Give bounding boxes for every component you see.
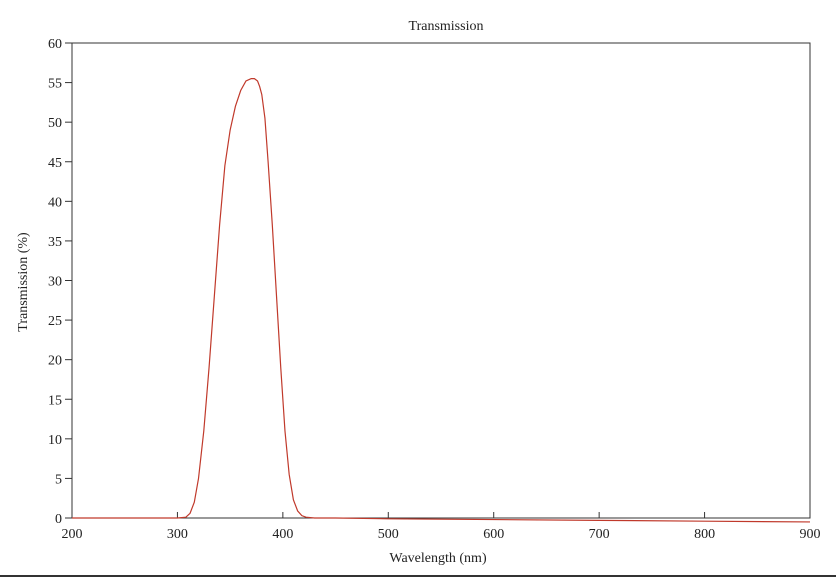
- transmission-series-line: [72, 78, 811, 523]
- x-axis-ticks: 200 300 400 500 600 700 800 900: [62, 512, 821, 542]
- y-axis-ticks: 0 5 10 15 20 25 30 35 40 45 50 55 60: [48, 37, 72, 527]
- y-tick-label: 15: [48, 393, 62, 408]
- y-tick-label: 25: [48, 314, 62, 329]
- page-bottom-rule: [0, 575, 836, 577]
- y-tick-label: 40: [48, 195, 62, 210]
- y-tick-label: 50: [48, 116, 62, 131]
- y-tick-label: 35: [48, 235, 62, 250]
- x-tick-label: 600: [483, 527, 504, 542]
- x-tick-label: 800: [694, 527, 715, 542]
- y-tick-label: 55: [48, 77, 62, 92]
- y-tick-label: 10: [48, 433, 62, 448]
- y-tick-label: 45: [48, 156, 62, 171]
- x-axis-title: Wavelength (nm): [389, 551, 487, 566]
- plot-frame: [71, 42, 811, 519]
- x-tick-label: 300: [167, 527, 188, 542]
- y-tick-label: 60: [48, 37, 62, 52]
- y-tick-label: 30: [48, 275, 62, 290]
- x-tick-label: 400: [272, 527, 293, 542]
- x-tick-label: 500: [378, 527, 399, 542]
- y-tick-label: 20: [48, 354, 62, 369]
- y-tick-label: 0: [55, 512, 62, 527]
- y-axis-title: Transmission (%): [16, 232, 31, 332]
- x-tick-label: 200: [62, 527, 83, 542]
- chart-title: Transmission: [409, 19, 484, 34]
- x-tick-label: 700: [589, 527, 610, 542]
- y-tick-label: 5: [55, 472, 62, 487]
- x-tick-label: 900: [800, 527, 821, 542]
